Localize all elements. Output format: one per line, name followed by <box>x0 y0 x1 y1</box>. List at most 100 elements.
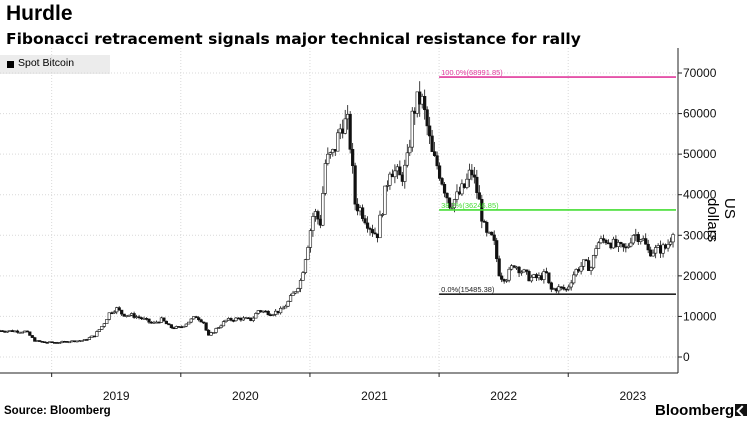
candle-body <box>147 318 151 323</box>
candle-body <box>368 228 372 230</box>
candle-body <box>455 191 459 200</box>
candle-body <box>604 239 608 244</box>
candle-body <box>616 242 620 247</box>
y-tick-label: 50000 <box>683 147 717 161</box>
candle-body <box>398 166 402 176</box>
candle-body <box>311 216 315 231</box>
candle-body <box>582 259 586 267</box>
candle-body <box>423 96 427 111</box>
candle-body <box>120 309 124 315</box>
candle-body <box>442 183 447 194</box>
candle-body <box>102 323 106 327</box>
grid-layer <box>0 48 678 373</box>
candle-body <box>328 152 332 155</box>
candle-body <box>549 282 553 290</box>
candle-body <box>477 192 481 200</box>
candle-body <box>380 214 385 216</box>
candle-body <box>15 330 19 333</box>
candle-body <box>137 316 141 319</box>
candle-body <box>284 305 288 309</box>
candle-body <box>279 307 283 314</box>
candle-body <box>601 238 606 241</box>
fib-level-label: 0.0%(15485.38) <box>441 285 495 294</box>
candle-body <box>194 316 198 318</box>
candle-body <box>579 265 583 272</box>
candle-body <box>321 193 325 226</box>
x-tick-label: 2019 <box>103 389 130 403</box>
candle-body <box>425 109 429 127</box>
candle-body <box>271 314 275 316</box>
candle-body <box>25 330 29 333</box>
candle-body <box>586 260 591 271</box>
brand-logo: Bloomberg <box>655 402 735 419</box>
candle-body <box>316 211 320 220</box>
y-tick-label: 0 <box>683 350 690 364</box>
candle-body <box>216 327 221 329</box>
candle-body <box>472 174 476 178</box>
candle-body <box>651 252 655 257</box>
x-tick-label: 2023 <box>619 389 646 403</box>
candle-body <box>405 152 409 166</box>
candle-body <box>117 307 121 311</box>
candle-body <box>288 295 293 302</box>
fibonacci-layer: 100.0%(68991.85) 38.2%(36246.85) 0.0%(1548… <box>439 68 676 295</box>
candle-body <box>370 229 375 234</box>
candle-body <box>293 291 298 294</box>
candle-body <box>452 199 457 208</box>
candle-body <box>80 340 84 342</box>
candle-body <box>87 337 92 340</box>
candle-body <box>569 282 573 288</box>
legend-label: Spot Bitcoin <box>18 57 75 69</box>
candle-body <box>291 292 295 296</box>
candle-body <box>281 307 285 310</box>
candle-body <box>373 232 377 235</box>
y-tick-label: 40000 <box>683 188 717 202</box>
chart-title: Hurdle <box>6 2 73 25</box>
candle-body <box>296 288 300 293</box>
candle-body <box>512 265 516 268</box>
legend-swatch <box>7 61 14 68</box>
candle-body <box>654 247 658 254</box>
candle-body <box>562 287 566 290</box>
candle-body <box>527 271 531 282</box>
candle-body <box>298 280 303 289</box>
candle-body <box>644 238 648 245</box>
candle-body <box>204 322 208 331</box>
candle-body <box>671 234 675 243</box>
candle-body <box>105 319 109 324</box>
candle-body <box>631 235 635 244</box>
y-tick-label: 20000 <box>683 269 717 283</box>
candle-body <box>187 321 191 325</box>
candle-body <box>460 183 464 195</box>
candle-body <box>596 242 601 249</box>
candle-body <box>95 331 99 337</box>
chart-subtitle: Fibonacci retracement signals major tech… <box>6 30 581 48</box>
candle-body <box>574 269 578 276</box>
candle-body <box>430 135 434 152</box>
candle-body <box>584 259 588 262</box>
y-tick-label: 70000 <box>683 66 717 80</box>
candle-body <box>100 326 104 330</box>
expand-icon <box>735 404 747 416</box>
candle-body <box>30 335 34 338</box>
candle-body <box>599 238 603 244</box>
y-tick-label: 30000 <box>683 228 717 242</box>
candle-body <box>214 328 218 333</box>
candle-body <box>519 271 524 274</box>
candle-body <box>97 329 101 332</box>
candle-body <box>182 325 186 328</box>
candle-body <box>500 275 504 280</box>
candle-body <box>388 173 392 186</box>
candle-body <box>408 146 412 154</box>
candle-body <box>303 259 308 273</box>
candle-body <box>567 286 571 290</box>
candle-body <box>122 313 126 317</box>
candle-body <box>112 311 116 314</box>
candle-layer <box>0 81 675 344</box>
candle-body <box>403 164 407 182</box>
candle-body <box>67 341 72 344</box>
candle-body <box>20 331 24 334</box>
candle-body <box>410 110 414 148</box>
axis-layer: 0 10000 20000 30000 40000 50000 60000 70000 2019… <box>0 48 717 403</box>
